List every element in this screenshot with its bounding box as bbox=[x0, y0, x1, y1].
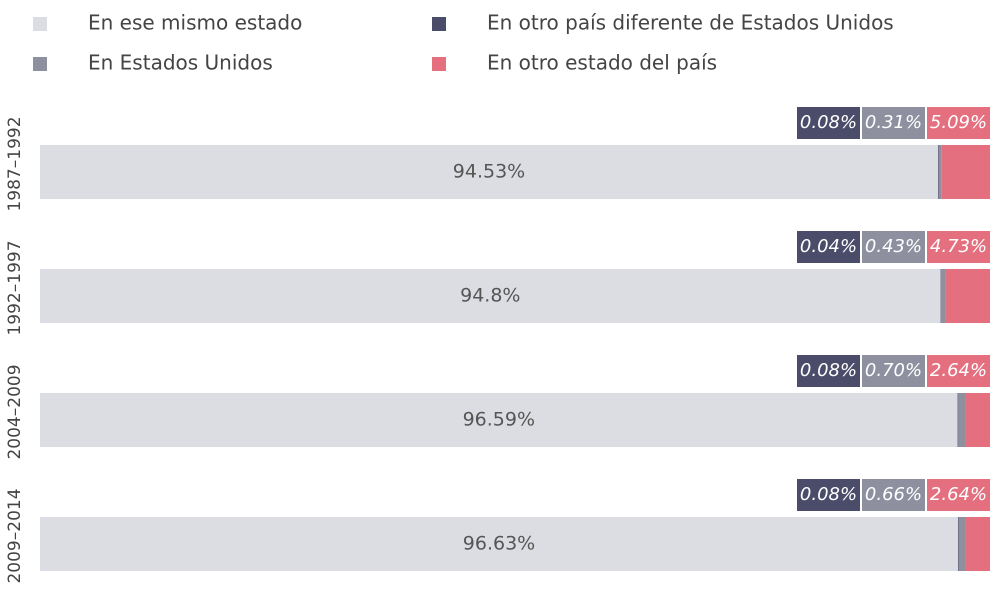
category-label: 1987–1992 bbox=[5, 116, 25, 211]
bar-segment bbox=[40, 393, 958, 447]
bar-segment bbox=[965, 393, 990, 447]
value-label: 0.31% bbox=[865, 112, 922, 133]
label-box bbox=[797, 479, 860, 511]
bar-segment bbox=[957, 517, 959, 571]
value-label: 4.73% bbox=[930, 236, 987, 257]
legend-swatch bbox=[33, 57, 47, 71]
label-box bbox=[797, 107, 860, 139]
value-label: 5.09% bbox=[930, 112, 987, 133]
label-box bbox=[862, 231, 925, 263]
bar-segment bbox=[40, 269, 941, 323]
value-label: 94.8% bbox=[460, 285, 520, 307]
legend-label: En ese mismo estado bbox=[88, 11, 302, 35]
value-label: 0.08% bbox=[800, 360, 857, 381]
legend-swatch bbox=[33, 17, 47, 31]
label-box bbox=[927, 231, 990, 263]
label-box bbox=[927, 107, 990, 139]
bar-segment bbox=[945, 269, 990, 323]
bar-segment bbox=[958, 393, 966, 447]
bar-segment bbox=[941, 145, 990, 199]
bar-segment bbox=[40, 517, 958, 571]
legend-label: En otro estado del país bbox=[487, 51, 717, 75]
legend-swatch bbox=[432, 17, 446, 31]
label-box bbox=[862, 355, 925, 387]
value-label: 2.64% bbox=[930, 484, 987, 505]
category-label: 2004–2009 bbox=[5, 364, 25, 459]
legend-label: En Estados Unidos bbox=[88, 51, 273, 75]
value-label: 0.08% bbox=[800, 112, 857, 133]
category-label: 2009–2014 bbox=[5, 488, 25, 583]
legend-swatch bbox=[432, 57, 446, 71]
value-label: 0.66% bbox=[865, 484, 922, 505]
bar-segment bbox=[938, 145, 942, 199]
legend-label: En otro país diferente de Estados Unidos bbox=[487, 11, 894, 35]
label-box bbox=[927, 479, 990, 511]
bar-segment bbox=[965, 517, 990, 571]
value-label: 0.04% bbox=[800, 236, 857, 257]
label-box bbox=[797, 355, 860, 387]
bar-segment bbox=[40, 145, 939, 199]
bar-segment bbox=[958, 517, 966, 571]
value-label: 2.64% bbox=[930, 360, 987, 381]
value-label: 96.59% bbox=[463, 409, 535, 431]
label-box bbox=[862, 479, 925, 511]
label-box bbox=[862, 107, 925, 139]
bar-segment bbox=[957, 393, 959, 447]
bar-segment bbox=[938, 145, 939, 199]
label-box bbox=[927, 355, 990, 387]
value-label: 0.08% bbox=[800, 484, 857, 505]
value-label: 94.53% bbox=[453, 161, 525, 183]
label-box bbox=[797, 231, 860, 263]
value-label: 96.63% bbox=[463, 533, 535, 555]
bar-segment bbox=[940, 269, 946, 323]
value-label: 0.70% bbox=[865, 360, 922, 381]
category-label: 1992–1997 bbox=[5, 240, 25, 335]
value-label: 0.43% bbox=[865, 236, 922, 257]
